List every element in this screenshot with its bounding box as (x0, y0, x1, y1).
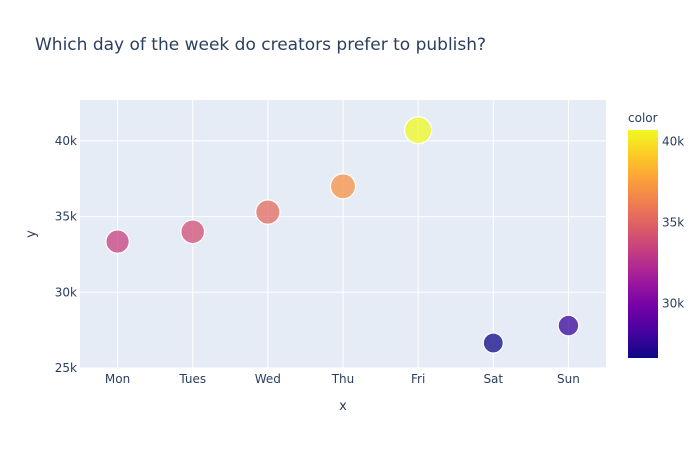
y-axis-ticks: 25k 30k 35k 40k (55, 134, 77, 375)
y-tick-label: 25k (55, 361, 77, 375)
data-point (557, 314, 580, 337)
x-axis-label: x (339, 399, 347, 414)
x-axis-ticks: Mon Tues Wed Thu Fri Sat Sun (105, 372, 580, 386)
y-tick-label: 35k (55, 210, 77, 224)
y-tick-label: 40k (55, 134, 77, 148)
x-tick-label: Mon (105, 372, 130, 386)
data-point (105, 229, 130, 254)
colorbar-ticks: 30k 35k 40k (662, 134, 684, 310)
data-point (255, 199, 281, 225)
data-point (404, 116, 433, 145)
x-tick-label: Tues (178, 372, 206, 386)
data-point (329, 173, 357, 200)
data-point (180, 219, 206, 245)
x-tick-label: Sat (483, 372, 503, 386)
colorbar-tick-label: 35k (662, 215, 684, 229)
colorbar (628, 130, 658, 358)
colorbar-tick-label: 40k (662, 134, 684, 148)
x-tick-label: Thu (331, 372, 355, 386)
x-tick-label: Wed (255, 372, 281, 386)
colorbar-title: color (628, 111, 658, 125)
data-point (482, 332, 504, 354)
data-points (105, 116, 580, 354)
colorbar-tick-label: 30k (662, 297, 684, 311)
x-tick-label: Fri (411, 372, 425, 386)
chart-title: Which day of the week do creators prefer… (35, 35, 486, 55)
y-tick-label: 30k (55, 285, 77, 299)
y-axis-label: y (24, 230, 39, 238)
x-tick-label: Sun (557, 372, 580, 386)
